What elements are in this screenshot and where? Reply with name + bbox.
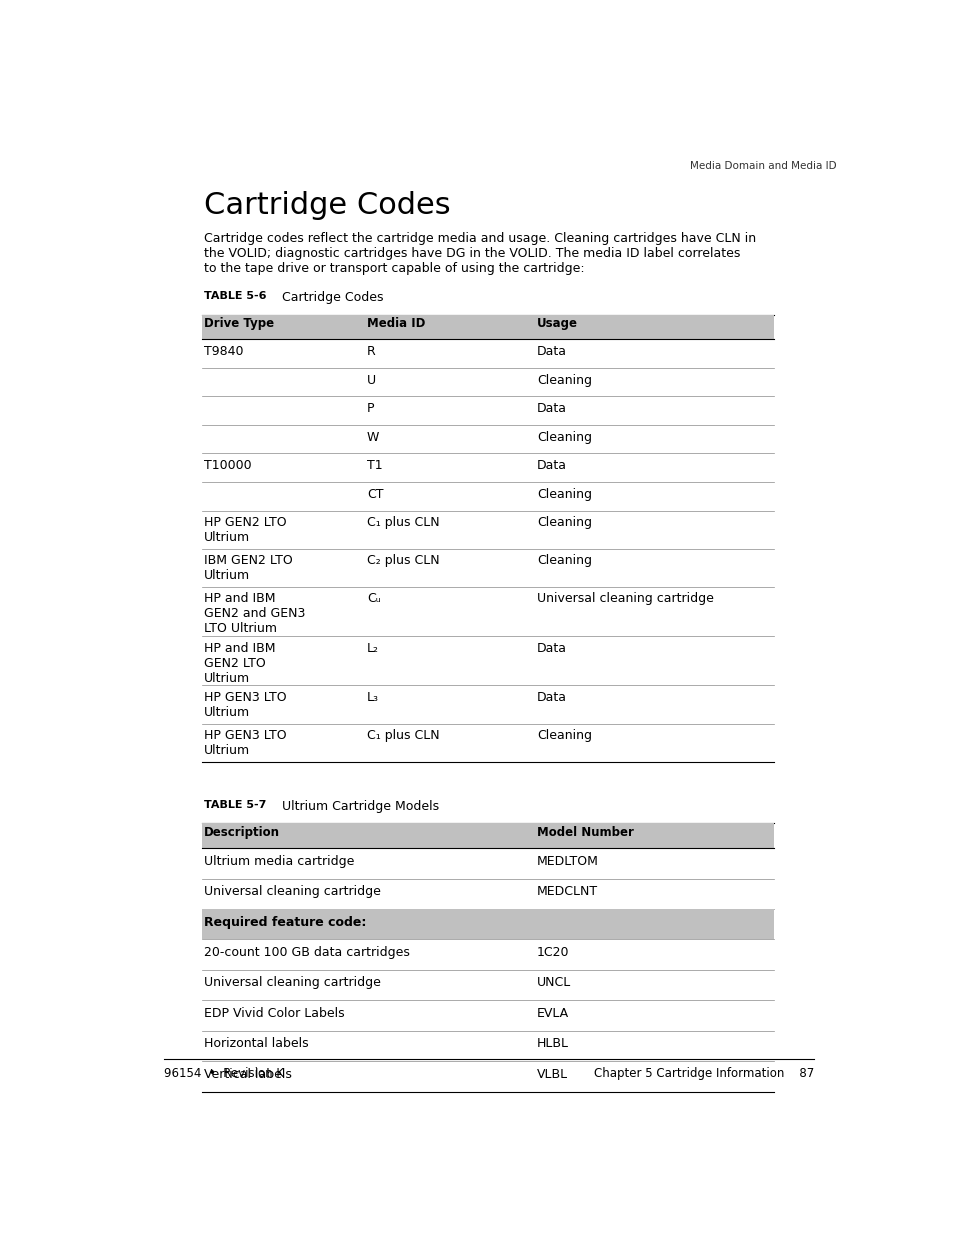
Text: Data: Data [537, 642, 566, 655]
Text: Cleaning: Cleaning [537, 729, 592, 742]
Text: Data: Data [537, 345, 566, 358]
Text: HP GEN3 LTO
Ultrium: HP GEN3 LTO Ultrium [204, 692, 287, 719]
Text: Cleaning: Cleaning [537, 488, 592, 500]
Text: W: W [367, 431, 379, 443]
Text: EDP Vivid Color Labels: EDP Vivid Color Labels [204, 1007, 345, 1020]
Text: 1C20: 1C20 [537, 946, 569, 960]
Text: Vertical labels: Vertical labels [204, 1068, 292, 1081]
Text: C₂ plus CLN: C₂ plus CLN [367, 555, 439, 567]
Text: Universal cleaning cartridge: Universal cleaning cartridge [204, 977, 381, 989]
Text: C₁ plus CLN: C₁ plus CLN [367, 729, 439, 742]
Text: Universal cleaning cartridge: Universal cleaning cartridge [537, 593, 713, 605]
Bar [202, 315, 773, 340]
Text: IBM GEN2 LTO
Ultrium: IBM GEN2 LTO Ultrium [204, 555, 293, 582]
Text: Ultrium media cartridge: Ultrium media cartridge [204, 855, 355, 868]
Text: Cleaning: Cleaning [537, 555, 592, 567]
Text: Cartridge Codes: Cartridge Codes [282, 291, 383, 304]
Text: Cᵤ: Cᵤ [367, 593, 380, 605]
Text: T9840: T9840 [204, 345, 244, 358]
Text: Drive Type: Drive Type [204, 317, 274, 331]
Text: Chapter 5 Cartridge Information    87: Chapter 5 Cartridge Information 87 [594, 1067, 813, 1079]
Text: UNCL: UNCL [537, 977, 571, 989]
Text: 20-count 100 GB data cartridges: 20-count 100 GB data cartridges [204, 946, 410, 960]
Text: HP GEN2 LTO
Ultrium: HP GEN2 LTO Ultrium [204, 516, 287, 545]
Text: Horizontal labels: Horizontal labels [204, 1037, 309, 1050]
Text: Usage: Usage [537, 317, 578, 331]
Text: Ultrium Cartridge Models: Ultrium Cartridge Models [282, 799, 438, 813]
Text: P: P [367, 403, 374, 415]
Text: Cartridge codes reflect the cartridge media and usage. Cleaning cartridges have : Cartridge codes reflect the cartridge me… [204, 232, 756, 275]
Text: Cleaning: Cleaning [537, 516, 592, 530]
Text: TABLE 5-7: TABLE 5-7 [204, 799, 267, 810]
Text: Required feature code:: Required feature code: [204, 915, 366, 929]
Text: T1: T1 [367, 459, 382, 472]
Text: Description: Description [204, 826, 280, 840]
Text: EVLA: EVLA [537, 1007, 569, 1020]
Text: U: U [367, 373, 375, 387]
Bar [202, 909, 773, 940]
Text: MEDLTOM: MEDLTOM [537, 855, 598, 868]
Text: T10000: T10000 [204, 459, 252, 472]
Text: Cleaning: Cleaning [537, 373, 592, 387]
Bar [202, 824, 773, 848]
Text: MEDCLNT: MEDCLNT [537, 885, 598, 898]
Text: HP GEN3 LTO
Ultrium: HP GEN3 LTO Ultrium [204, 729, 287, 757]
Text: Data: Data [537, 692, 566, 704]
Text: HLBL: HLBL [537, 1037, 568, 1050]
Text: Data: Data [537, 403, 566, 415]
Text: HP and IBM
GEN2 and GEN3
LTO Ultrium: HP and IBM GEN2 and GEN3 LTO Ultrium [204, 593, 305, 635]
Text: HP and IBM
GEN2 LTO
Ultrium: HP and IBM GEN2 LTO Ultrium [204, 642, 275, 684]
Text: Data: Data [537, 459, 566, 472]
Text: L₂: L₂ [367, 642, 378, 655]
Text: Universal cleaning cartridge: Universal cleaning cartridge [204, 885, 381, 898]
Text: CT: CT [367, 488, 383, 500]
Text: Model Number: Model Number [537, 826, 633, 840]
Text: R: R [367, 345, 375, 358]
Text: VLBL: VLBL [537, 1068, 568, 1081]
Text: TABLE 5-6: TABLE 5-6 [204, 291, 267, 301]
Text: Cartridge Codes: Cartridge Codes [204, 191, 451, 220]
Text: L₃: L₃ [367, 692, 378, 704]
Text: Media ID: Media ID [367, 317, 425, 331]
Text: C₁ plus CLN: C₁ plus CLN [367, 516, 439, 530]
Text: 96154  •  Revision K: 96154 • Revision K [164, 1067, 283, 1079]
Text: Media Domain and Media ID: Media Domain and Media ID [689, 161, 836, 170]
Text: Cleaning: Cleaning [537, 431, 592, 443]
